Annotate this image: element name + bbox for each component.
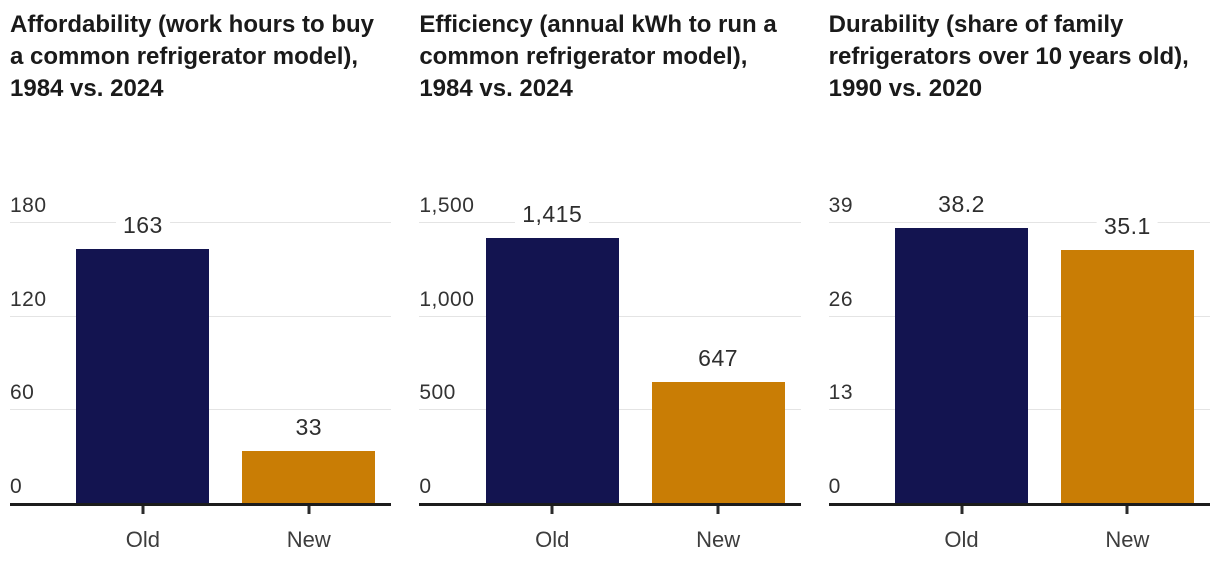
x-category-label: Old: [125, 527, 161, 552]
x-category-label: New: [286, 527, 331, 552]
bar-value-label: 35.1: [1097, 213, 1158, 241]
chart-title: Efficiency (annual kWh to run a common r…: [419, 11, 777, 102]
y-tick-label: 0: [10, 475, 23, 498]
y-tick-label: 1,500: [419, 194, 475, 217]
chart-row: Affordability (work hours to buy a commo…: [0, 0, 1220, 552]
bar-value-label: 33: [288, 414, 330, 442]
bar-value-label: 647: [691, 344, 746, 372]
chart-title: Affordability (work hours to buy a commo…: [10, 11, 374, 102]
x-tick-mark: [141, 506, 145, 514]
x-tick-mark: [960, 506, 964, 514]
bar-old: [76, 248, 210, 503]
x-tick-mark: [550, 506, 554, 514]
bar-value-label: 38.2: [931, 190, 992, 218]
x-category-label: New: [696, 527, 741, 552]
gridline: [10, 222, 392, 223]
y-tick-label: 0: [828, 475, 841, 498]
bar-new: [651, 381, 785, 503]
y-tick-label: 0: [419, 475, 432, 498]
y-tick-label: 180: [10, 194, 47, 217]
plot-area: 180 120 60 0 163 33 Old New: [10, 194, 392, 552]
chart-panel-affordability: Affordability (work hours to buy a commo…: [10, 0, 392, 552]
bar-old: [895, 227, 1029, 503]
x-category-label: New: [1105, 527, 1150, 552]
x-category-label: Old: [535, 527, 570, 552]
x-axis-line: [10, 503, 392, 506]
x-tick-mark: [1125, 506, 1129, 514]
bar-value-label: 1,415: [515, 200, 590, 228]
bar-new: [242, 451, 376, 503]
y-tick-label: 120: [10, 287, 47, 311]
x-tick-mark: [307, 506, 311, 514]
gridline: [828, 222, 1210, 223]
x-category-label: Old: [944, 527, 979, 552]
y-tick-label: 13: [828, 381, 854, 405]
chart-panel-durability: Durability (share of family refrigerator…: [828, 0, 1210, 552]
y-tick-label: 500: [419, 381, 456, 405]
chart-panel-efficiency: Efficiency (annual kWh to run a common r…: [419, 0, 801, 552]
bar-value-label: 163: [115, 211, 170, 239]
y-tick-label: 1,000: [419, 287, 475, 311]
gridline: [419, 222, 801, 223]
plot-area: 1,500 1,000 500 0 1,415 647 Old New: [419, 194, 801, 552]
bar-new: [1060, 250, 1194, 503]
y-tick-label: 60: [10, 381, 35, 405]
x-axis-line: [828, 503, 1210, 506]
y-tick-label: 39: [828, 194, 854, 217]
bar-old: [485, 237, 619, 503]
chart-title: Durability (share of family refrigerator…: [828, 11, 1189, 102]
plot-area: 39 26 13 0 38.2 35.1 Old New: [828, 190, 1210, 552]
x-axis-line: [419, 503, 801, 506]
x-tick-mark: [716, 506, 720, 514]
y-tick-label: 26: [828, 287, 854, 311]
